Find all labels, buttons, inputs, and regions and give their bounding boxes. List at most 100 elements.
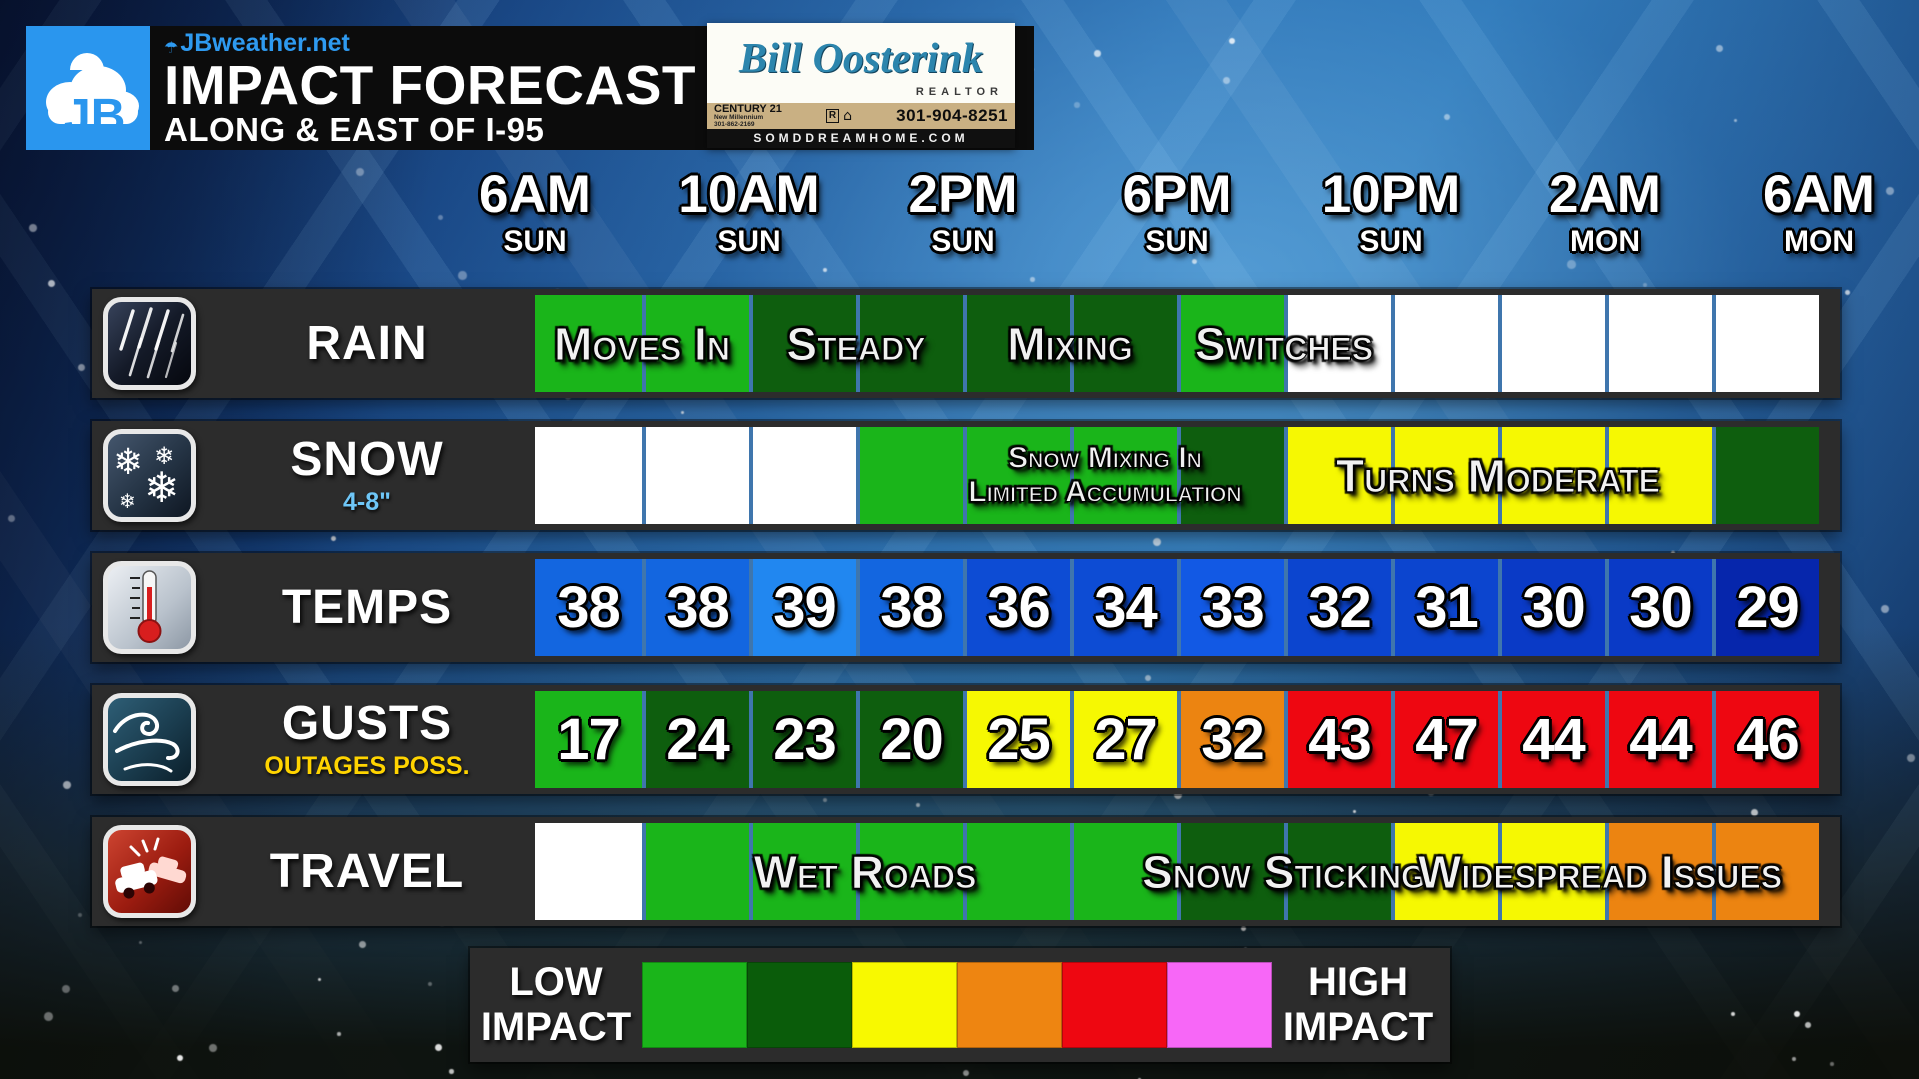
rain-label-text: RAIN (306, 316, 428, 370)
temps-cell-1: 38 (535, 559, 642, 656)
travel-phrase-3: Widespread Issues (1417, 845, 1783, 898)
temps-value: 38 (880, 575, 944, 640)
time-label-0: 6AM SUN (479, 168, 591, 257)
rain-row: RAIN Moves In Steady Mixing Switches (92, 289, 1840, 398)
svg-text:JB: JB (64, 90, 125, 143)
temps-cell-4: 38 (856, 559, 963, 656)
gusts-value: 46 (1736, 707, 1800, 772)
rain-cell-11 (1605, 295, 1712, 392)
snow-cell-1 (535, 427, 642, 524)
gusts-cell-3: 23 (749, 691, 856, 788)
time-day: SUN (931, 225, 995, 258)
temps-value: 33 (1201, 575, 1265, 640)
temps-label: TEMPS (202, 553, 532, 662)
travel-cell-2 (642, 823, 749, 920)
gusts-cell-1: 17 (535, 691, 642, 788)
temps-value: 39 (773, 575, 837, 640)
temps-value: 36 (987, 575, 1051, 640)
sponsor-agency: CENTURY 21 New Millennium 301-862-2169 (714, 104, 782, 128)
temps-cell-2: 38 (642, 559, 749, 656)
gusts-value: 44 (1629, 707, 1693, 772)
snow-sublabel: 4-8" (343, 488, 391, 516)
travel-label-text: TRAVEL (269, 844, 465, 898)
travel-phrase-1: Wet Roads (753, 845, 977, 898)
temps-value: 31 (1415, 575, 1479, 640)
gusts-value: 44 (1522, 707, 1586, 772)
gusts-value: 25 (987, 707, 1051, 772)
rain-phrase-3: Mixing (1007, 317, 1133, 370)
time-day: SUN (503, 225, 567, 258)
legend-swatch-6 (1167, 962, 1272, 1048)
rain-phrase-4: Switches (1194, 317, 1374, 370)
rain-icon (102, 296, 197, 391)
gusts-cell-7: 32 (1177, 691, 1284, 788)
sponsor-phone: 301-904-8251 (896, 106, 1008, 125)
temps-row: TEMPS 38 38 39 38 36 34 33 32 31 30 30 29 (92, 553, 1840, 662)
snow-cell-12 (1712, 427, 1819, 524)
legend-swatches (642, 962, 1272, 1048)
snow-label: SNOW 4-8" (202, 421, 532, 530)
travel-phrase-2: Snow Sticking (1142, 845, 1427, 898)
thermometer-icon (102, 560, 197, 655)
gusts-cell-10: 44 (1498, 691, 1605, 788)
snow-label-text: SNOW (290, 433, 444, 486)
gusts-cell-11: 44 (1605, 691, 1712, 788)
gusts-cell-6: 27 (1070, 691, 1177, 788)
gusts-value: 17 (557, 707, 621, 772)
temps-value: 30 (1629, 575, 1693, 640)
rain-phrase-2: Steady (786, 317, 926, 370)
site-url-text: JBweather.net (180, 29, 350, 57)
svg-text:❄: ❄ (144, 463, 179, 512)
gusts-cell-2: 24 (642, 691, 749, 788)
rain-label: RAIN (202, 289, 532, 398)
gusts-label: GUSTS OUTAGES POSS. (202, 685, 532, 794)
svg-text:❄: ❄ (113, 442, 143, 483)
temps-cell-5: 36 (963, 559, 1070, 656)
legend-swatch-5 (1062, 962, 1167, 1048)
temps-value: 30 (1522, 575, 1586, 640)
temps-cell-8: 32 (1284, 559, 1391, 656)
temps-cell-12: 29 (1712, 559, 1819, 656)
page-title: IMPACT FORECAST (164, 54, 697, 116)
phrase-line: Snow Mixing In (1008, 441, 1203, 475)
sponsor-name: Bill Oosterink (739, 36, 983, 82)
time-axis: 6AM SUN 10AM SUN 2PM SUN 6PM SUN 10PM SUN 2AM MON 6A… (0, 168, 1919, 278)
time-hour: 10AM (678, 165, 820, 224)
time-day: SUN (1359, 225, 1423, 258)
time-label-6: 6AM MON (1763, 168, 1875, 257)
gusts-row: GUSTS OUTAGES POSS. 17 24 23 20 25 27 32 43 47 44 44… (92, 685, 1840, 794)
sponsor-name-panel: Bill Oosterink REALTOR (707, 23, 1015, 103)
snow-cell-2 (642, 427, 749, 524)
temps-cells: 38 38 39 38 36 34 33 32 31 30 30 29 (535, 559, 1819, 656)
temps-cell-11: 30 (1605, 559, 1712, 656)
snow-phrase-2: Turns Moderate (1336, 449, 1661, 502)
legend-low-line2: IMPACT (480, 1005, 632, 1049)
gusts-cell-8: 43 (1284, 691, 1391, 788)
travel-label: TRAVEL (202, 817, 532, 926)
temps-cell-6: 34 (1070, 559, 1177, 656)
temps-cell-7: 33 (1177, 559, 1284, 656)
phrase-line: Limited Accumulation (968, 475, 1242, 509)
gusts-sublabel: OUTAGES POSS. (264, 752, 470, 780)
temps-value: 34 (1094, 575, 1158, 640)
time-label-3: 6PM SUN (1123, 168, 1232, 257)
realtor-marks: R ⌂ (825, 109, 852, 123)
travel-cell-1 (535, 823, 642, 920)
snow-cell-4 (856, 427, 963, 524)
time-day: SUN (1145, 225, 1209, 258)
impact-legend: LOW IMPACT HIGH IMPACT (470, 948, 1450, 1062)
legend-low-line1: LOW (509, 960, 603, 1005)
gusts-cell-12: 46 (1712, 691, 1819, 788)
temps-value: 38 (666, 575, 730, 640)
gusts-cell-5: 25 (963, 691, 1070, 788)
sponsor-role: REALTOR (915, 86, 1003, 98)
legend-swatch-1 (642, 962, 747, 1048)
time-hour: 10PM (1321, 165, 1461, 224)
time-hour: 2AM (1549, 165, 1661, 224)
temps-value: 29 (1736, 575, 1800, 640)
travel-cell-5 (963, 823, 1070, 920)
snow-icon: ❄ ❄ ❄ ❄ (102, 428, 197, 523)
temps-value: 32 (1308, 575, 1372, 640)
sponsor-website: SOMDDREAMHOME.COM (707, 129, 1015, 148)
